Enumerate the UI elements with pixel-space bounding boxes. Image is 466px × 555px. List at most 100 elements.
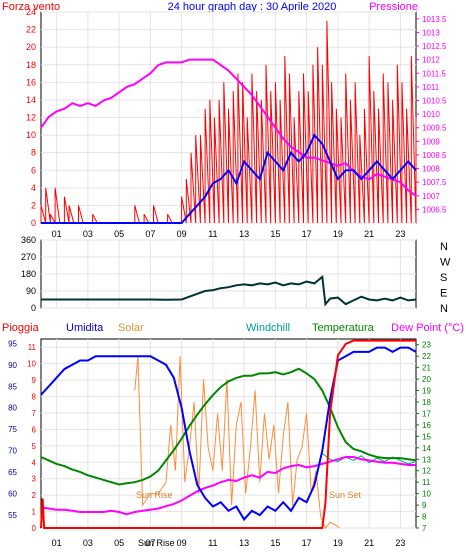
humidity-tick-label: 80 xyxy=(8,404,17,413)
humidity-tick-label: 60 xyxy=(8,490,17,499)
time-tick-label: 21 xyxy=(364,229,374,239)
time-tick-label: 11 xyxy=(208,229,217,239)
weather-time-tick-label: 01 xyxy=(52,538,62,548)
graph-title: 24 hour graph day : 30 Aprile 2020 xyxy=(168,1,337,13)
legend-dewpoint: Dew Point (°C) xyxy=(391,322,464,334)
pressure-tick-label: 1008 xyxy=(422,165,440,174)
rain-tick-label: 4 xyxy=(32,458,37,467)
rain-line xyxy=(40,339,416,529)
rain-tick-label: 8 xyxy=(32,393,37,402)
compass-label: N xyxy=(440,303,448,315)
temperature-tick-label: 8 xyxy=(422,513,427,522)
weather-time-axis: 01 03 05 07 09 11 13 15 17 19 21 23 xyxy=(52,538,406,548)
pressure-tick-label: 1010.5 xyxy=(422,96,447,105)
wind-tick-label: 4 xyxy=(31,183,36,193)
temperature-tick-label: 11 xyxy=(422,478,431,487)
weather-time-tick-label: 11 xyxy=(208,538,217,548)
pressure-tick-label: 1011.5 xyxy=(422,69,446,78)
direction-tick-label: 0 xyxy=(31,303,36,313)
direction-tick-label: 270 xyxy=(21,252,36,262)
weather-time-tick-label: 09 xyxy=(177,538,187,548)
legend-temperature: Temperatura xyxy=(312,322,375,334)
time-tick-label: 13 xyxy=(239,229,249,239)
time-tick-label: 15 xyxy=(270,229,280,239)
temperature-tick-label: 17 xyxy=(422,409,431,418)
time-tick-label: 09 xyxy=(177,229,187,239)
temperature-tick-label: 12 xyxy=(422,467,431,476)
wind-tick-label: 0 xyxy=(31,218,36,228)
sunrise-axis-label: Sun Rise xyxy=(138,538,175,548)
direction-tick-label: 180 xyxy=(21,269,36,279)
weather-series xyxy=(40,339,417,529)
humidity-tick-label: 70 xyxy=(8,447,17,456)
sunset-annotation: Sun Set xyxy=(329,490,362,500)
time-tick-label: 17 xyxy=(302,229,312,239)
temperature-tick-label: 13 xyxy=(422,455,431,464)
weather-time-tick-label: 03 xyxy=(83,538,93,548)
weather-time-tick-label: 23 xyxy=(395,538,405,548)
wind-axis-title: Forza vento xyxy=(2,1,60,13)
weather-time-tick-label: 05 xyxy=(114,538,124,548)
windchill-line xyxy=(322,453,417,465)
rain-tick-label: 11 xyxy=(28,343,37,352)
rain-tick-label: 10 xyxy=(27,360,36,369)
rain-tick-label: 6 xyxy=(32,425,37,434)
wind-tick-label: 12 xyxy=(26,113,36,123)
pressure-tick-label: 1008.5 xyxy=(422,151,447,160)
pressure-tick-label: 1012 xyxy=(422,56,440,65)
wind-tick-label: 10 xyxy=(26,130,36,140)
weather-legend: Pioggia Umidita Solar Windchill Temperat… xyxy=(2,322,464,334)
humidity-tick-label: 85 xyxy=(8,382,17,391)
temperature-tick-label: 9 xyxy=(422,501,427,510)
wind-time-axis: 01 03 05 07 09 11 13 15 17 19 21 23 xyxy=(52,229,406,239)
legend-humidity: Umidita xyxy=(66,322,104,334)
temperature-tick-label: 20 xyxy=(422,375,431,384)
rain-axis: 0 1 2 3 4 5 6 7 8 9 10 11 xyxy=(27,343,36,533)
wind-tick-label: 2 xyxy=(31,200,36,210)
pressure-tick-label: 1011 xyxy=(422,83,440,92)
temperature-tick-label: 18 xyxy=(422,398,431,407)
weather-time-tick-label: 13 xyxy=(239,538,249,548)
legend-windchill: Windchill xyxy=(246,322,290,334)
direction-tick-label: 360 xyxy=(21,235,36,245)
humidity-line xyxy=(40,346,417,522)
wind-pressure-series xyxy=(40,20,417,224)
compass-label: S xyxy=(440,272,447,284)
pressure-tick-label: 1007.5 xyxy=(422,178,447,187)
wind-direction-series xyxy=(41,274,417,307)
pressure-tick-label: 1006.5 xyxy=(422,205,447,214)
rain-tick-label: 2 xyxy=(32,491,37,500)
wind-tick-label: 8 xyxy=(31,148,36,158)
solar-line xyxy=(134,356,340,529)
wind-tick-label: 6 xyxy=(31,165,36,175)
dewpoint-line xyxy=(40,456,416,516)
rain-tick-label: 0 xyxy=(32,524,37,533)
humidity-axis: 55 60 65 70 75 80 85 90 95 xyxy=(8,339,17,520)
humidity-tick-label: 95 xyxy=(8,339,17,348)
wind-average-line xyxy=(41,133,417,224)
time-tick-label: 07 xyxy=(145,229,155,239)
temperature-line xyxy=(40,367,417,486)
weather-time-tick-label: 07 xyxy=(145,538,155,548)
weather-time-tick-label: 17 xyxy=(302,538,312,548)
temperature-axis: 7 8 9 10 11 12 13 14 15 16 17 18 19 20 21 22 23 xyxy=(416,341,431,533)
time-tick-label: 03 xyxy=(83,229,93,239)
weather-time-tick-label: 19 xyxy=(333,538,343,548)
time-tick-label: 19 xyxy=(333,229,343,239)
weather-time-tick-label: 15 xyxy=(270,538,280,548)
pressure-tick-label: 1013.5 xyxy=(422,15,447,24)
wind-tick-label: 24 xyxy=(26,7,36,17)
wind-tick-label: 22 xyxy=(26,25,36,35)
temperature-tick-label: 19 xyxy=(422,387,431,396)
time-tick-label: 01 xyxy=(52,229,62,239)
wind-direction-line xyxy=(41,274,417,307)
pressure-tick-label: 1009.5 xyxy=(422,124,447,133)
pressure-axis-title: Pressione xyxy=(369,1,418,13)
humidity-tick-label: 75 xyxy=(8,425,17,434)
rain-tick-label: 5 xyxy=(32,442,37,451)
wind-tick-label: 20 xyxy=(26,42,36,52)
